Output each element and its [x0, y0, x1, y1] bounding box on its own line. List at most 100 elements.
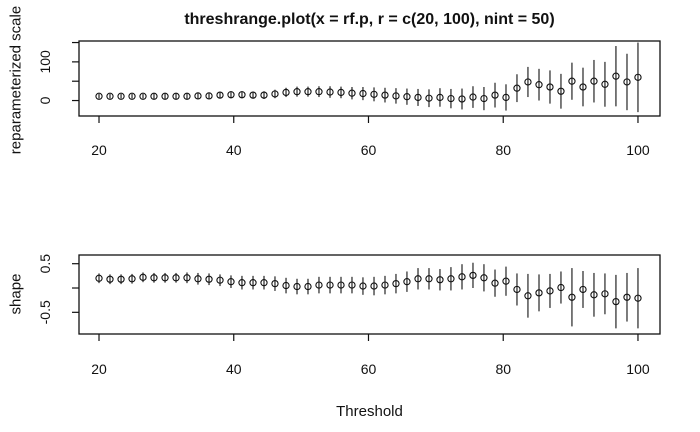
- data-point: [150, 92, 158, 100]
- x-axis-label-threshold: Threshold: [336, 403, 403, 420]
- data-point: [524, 78, 532, 86]
- data-point: [381, 281, 389, 289]
- data-point: [315, 87, 323, 96]
- data-point: [557, 87, 565, 95]
- data-point: [293, 282, 301, 291]
- data-point: [480, 274, 488, 282]
- data-point: [348, 281, 356, 289]
- x-tick-label: 60: [361, 142, 377, 158]
- data-point: [95, 92, 103, 100]
- data-point: [194, 275, 202, 283]
- data-point: [128, 92, 136, 100]
- data-point: [216, 276, 224, 284]
- data-point: [326, 281, 334, 289]
- data-point: [370, 90, 378, 99]
- y-tick-label: 0.5: [37, 254, 53, 274]
- data-point: [425, 275, 433, 283]
- x-tick-label: 20: [91, 142, 107, 158]
- data-point: [106, 275, 114, 283]
- data-point: [348, 89, 356, 97]
- data-point: [260, 279, 268, 287]
- data-point: [271, 279, 279, 288]
- data-point: [568, 77, 576, 85]
- data-point: [249, 279, 257, 287]
- data-point: [315, 281, 323, 289]
- data-point: [491, 91, 499, 99]
- data-point: [447, 275, 455, 283]
- data-point: [128, 275, 136, 283]
- shape-panel: 20 40 60 80 100 -0.5 0.5: [37, 254, 661, 377]
- data-point: [370, 282, 378, 290]
- data-point: [612, 72, 620, 80]
- data-point: [480, 94, 488, 103]
- data-point: [238, 91, 246, 99]
- data-point: [304, 87, 312, 96]
- data-point: [117, 275, 125, 283]
- data-point: [568, 293, 576, 301]
- data-point: [634, 294, 642, 302]
- data-point: [216, 91, 224, 99]
- plot-box-border: [78, 40, 661, 117]
- data-point: [150, 274, 158, 282]
- data-point: [392, 279, 400, 288]
- data-point: [117, 92, 125, 100]
- data-point: [557, 283, 565, 292]
- data-point: [535, 81, 543, 89]
- y-tick-label: -0.5: [37, 300, 53, 324]
- data-point: [183, 274, 191, 282]
- data-point: [524, 292, 532, 300]
- data-point: [502, 93, 510, 102]
- y-axis-label-reparameterized-scale: reparameterized scale: [7, 5, 25, 155]
- data-point: [425, 94, 433, 102]
- x-tick-label: 100: [626, 142, 650, 158]
- x-tick-label: 40: [226, 361, 242, 377]
- data-point: [337, 281, 345, 289]
- reparameterized-scale-panel: 20 40 60 80 100 0 100: [37, 40, 661, 158]
- x-tick-label: 40: [226, 142, 242, 158]
- data-point: [579, 83, 587, 91]
- data-point: [205, 92, 213, 100]
- data-point: [436, 276, 444, 284]
- data-point: [458, 273, 466, 281]
- data-point: [194, 92, 202, 100]
- data-point: [579, 285, 587, 294]
- y-axis-label-shape: shape: [7, 273, 25, 315]
- data-point: [414, 93, 422, 102]
- data-point: [469, 93, 477, 101]
- data-point: [458, 95, 466, 103]
- data-point: [238, 279, 246, 287]
- y-tick-label: 0: [37, 96, 53, 104]
- data-point: [304, 282, 312, 291]
- data-point: [590, 291, 598, 299]
- data-point: [359, 89, 367, 98]
- data-point: [403, 278, 411, 286]
- data-point: [392, 92, 400, 100]
- data-point: [260, 91, 268, 99]
- data-point: [95, 274, 103, 282]
- data-point: [205, 275, 213, 283]
- x-tick-label: 80: [495, 361, 511, 377]
- x-tick-label: 20: [91, 361, 107, 377]
- x-tick-label: 100: [626, 361, 650, 377]
- data-point: [469, 271, 477, 280]
- data-point: [227, 278, 235, 286]
- data-point: [634, 73, 642, 81]
- data-point: [139, 92, 147, 100]
- data-point: [601, 80, 609, 88]
- data-point: [106, 92, 114, 100]
- data-point: [535, 289, 543, 297]
- data-point: [414, 275, 422, 283]
- data-point: [326, 88, 334, 96]
- x-tick-label: 60: [361, 361, 377, 377]
- data-point: [293, 87, 301, 96]
- plot-box-border: [78, 254, 661, 335]
- y-tick-label: 100: [37, 50, 53, 74]
- x-tick-label: 80: [495, 142, 511, 158]
- data-point: [513, 84, 521, 92]
- data-point: [601, 290, 609, 298]
- data-point: [227, 91, 235, 99]
- data-point: [436, 93, 444, 102]
- data-point: [623, 78, 631, 86]
